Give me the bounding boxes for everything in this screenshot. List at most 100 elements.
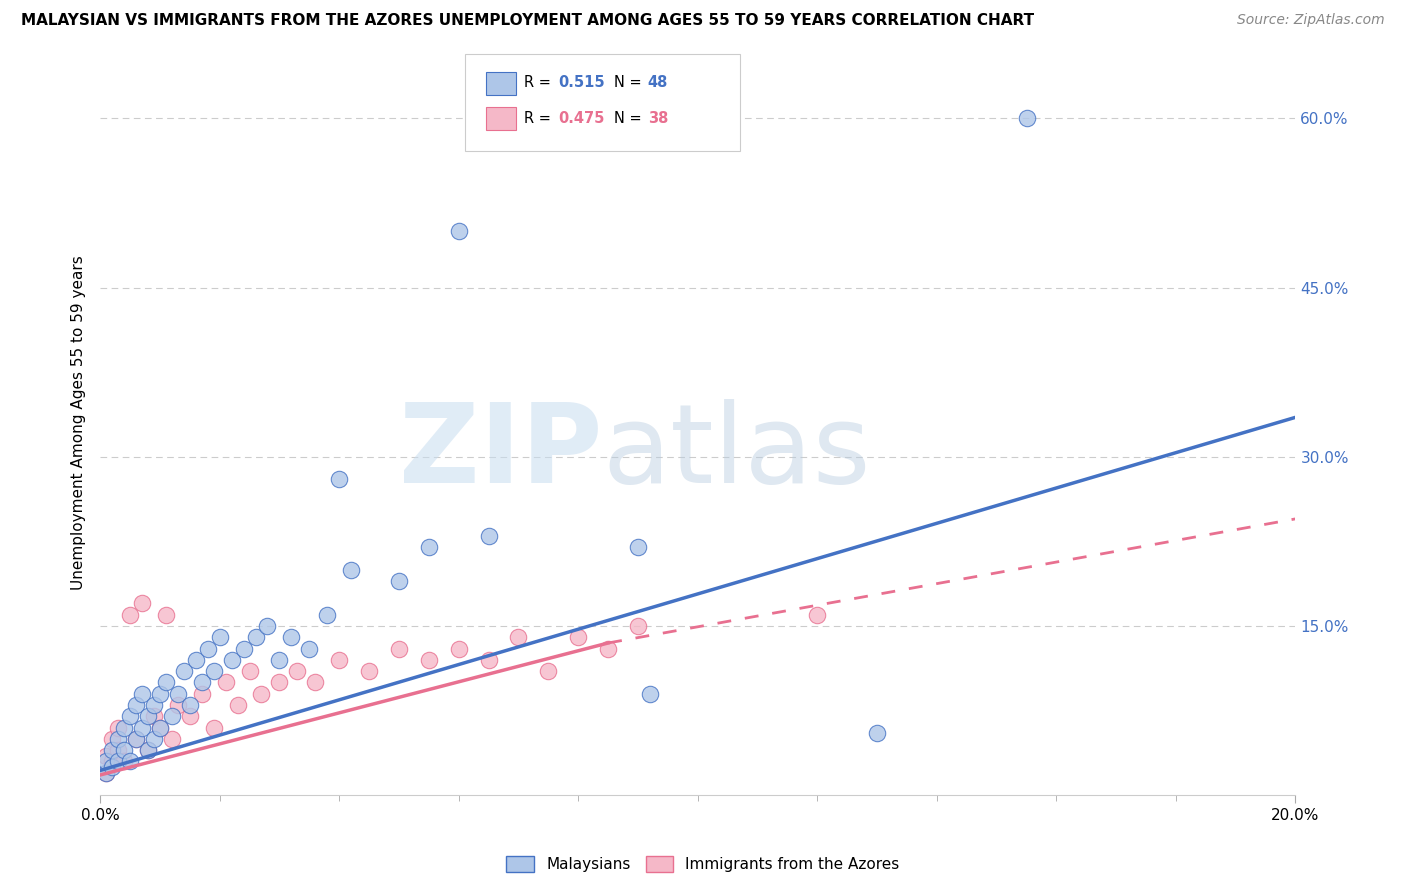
Point [125, 731, 148, 746]
Point [136, 743, 159, 757]
Point [142, 698, 165, 712]
Text: 48: 48 [648, 75, 668, 90]
Point [94, 755, 117, 769]
Point [179, 698, 201, 712]
Point [142, 731, 165, 746]
Point [238, 664, 260, 678]
Point [125, 731, 148, 746]
Text: N =: N = [614, 111, 647, 126]
Point [149, 721, 172, 735]
Point [250, 687, 273, 701]
Point [131, 597, 153, 611]
Text: ZIP: ZIP [399, 400, 602, 507]
Point [638, 687, 661, 701]
Point [160, 709, 183, 723]
Point [179, 709, 201, 723]
Point [221, 653, 243, 667]
Point [101, 760, 124, 774]
Point [112, 743, 135, 757]
Point [1015, 112, 1038, 126]
Point [340, 563, 363, 577]
Point [627, 540, 650, 554]
Point [101, 755, 124, 769]
Point [226, 698, 249, 712]
Point [166, 687, 188, 701]
Text: 0.475: 0.475 [558, 111, 605, 126]
FancyBboxPatch shape [465, 54, 740, 152]
Point [627, 619, 650, 633]
FancyBboxPatch shape [486, 106, 516, 130]
Point [107, 743, 129, 757]
Point [508, 631, 530, 645]
Point [202, 664, 225, 678]
Point [537, 664, 560, 678]
Point [208, 631, 231, 645]
Legend: Malaysians, Immigrants from the Azores: Malaysians, Immigrants from the Azores [499, 848, 907, 880]
Text: R =: R = [524, 111, 555, 126]
Point [136, 709, 159, 723]
Point [866, 726, 889, 740]
Point [94, 765, 117, 780]
FancyBboxPatch shape [486, 71, 516, 95]
Point [107, 755, 129, 769]
Point [94, 748, 117, 763]
Point [101, 743, 124, 757]
Text: 38: 38 [648, 111, 668, 126]
Point [118, 709, 141, 723]
Point [118, 607, 141, 622]
Point [285, 664, 308, 678]
Point [598, 641, 620, 656]
Point [202, 721, 225, 735]
Point [447, 641, 470, 656]
Point [256, 619, 278, 633]
Point [184, 653, 207, 667]
Point [214, 675, 236, 690]
Point [149, 721, 172, 735]
Point [269, 675, 291, 690]
Point [298, 641, 321, 656]
Point [160, 731, 183, 746]
Point [155, 607, 177, 622]
Point [418, 540, 440, 554]
Point [478, 653, 501, 667]
Point [118, 755, 141, 769]
Point [567, 631, 589, 645]
Text: R =: R = [524, 75, 555, 90]
Point [131, 687, 153, 701]
Point [316, 607, 339, 622]
Point [388, 641, 411, 656]
Point [149, 687, 172, 701]
Text: atlas: atlas [602, 400, 870, 507]
Point [94, 765, 117, 780]
Text: Source: ZipAtlas.com: Source: ZipAtlas.com [1237, 13, 1385, 28]
Point [112, 755, 135, 769]
Point [131, 721, 153, 735]
Point [806, 607, 828, 622]
Point [142, 709, 165, 723]
Point [418, 653, 440, 667]
Point [447, 224, 470, 238]
Point [245, 631, 267, 645]
Point [232, 641, 254, 656]
Point [304, 675, 326, 690]
Point [359, 664, 381, 678]
Point [190, 675, 212, 690]
Point [101, 731, 124, 746]
Point [197, 641, 219, 656]
Point [328, 653, 350, 667]
Text: MALAYSIAN VS IMMIGRANTS FROM THE AZORES UNEMPLOYMENT AMONG AGES 55 TO 59 YEARS C: MALAYSIAN VS IMMIGRANTS FROM THE AZORES … [21, 13, 1035, 29]
Point [136, 743, 159, 757]
Point [328, 472, 350, 486]
Y-axis label: Unemployment Among Ages 55 to 59 years: Unemployment Among Ages 55 to 59 years [72, 256, 86, 591]
Point [269, 653, 291, 667]
Point [388, 574, 411, 588]
Text: N =: N = [614, 75, 647, 90]
Text: 0.515: 0.515 [558, 75, 605, 90]
Point [280, 631, 302, 645]
Point [155, 675, 177, 690]
Point [107, 721, 129, 735]
Point [190, 687, 212, 701]
Point [112, 721, 135, 735]
Point [478, 529, 501, 543]
Point [166, 698, 188, 712]
